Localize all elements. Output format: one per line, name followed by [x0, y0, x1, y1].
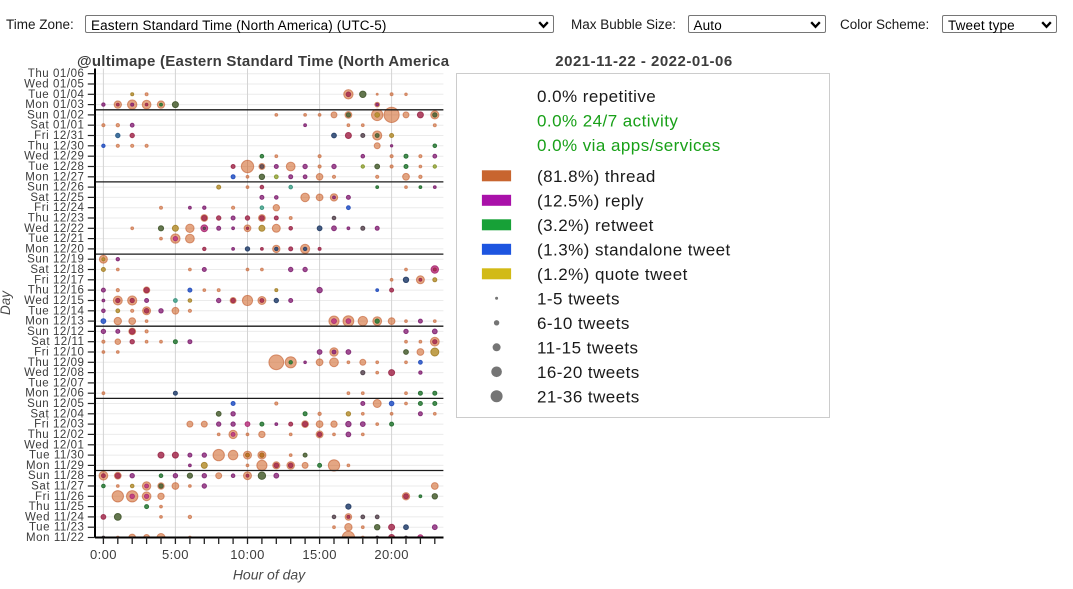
- svg-text:2021-11-22 - 2022-01-06: 2021-11-22 - 2022-01-06: [555, 53, 732, 70]
- svg-text:Thu 12/23: Thu 12/23: [28, 213, 85, 225]
- svg-text:Sat 01/01: Sat 01/01: [30, 120, 84, 132]
- svg-text:Fri 12/10: Fri 12/10: [34, 347, 84, 359]
- svg-text:Tue 01/04: Tue 01/04: [28, 89, 84, 101]
- svg-text:Tue 12/28: Tue 12/28: [28, 161, 84, 173]
- svg-text:Mon 01/03: Mon 01/03: [25, 99, 84, 111]
- svg-text:Sun 11/28: Sun 11/28: [28, 470, 85, 482]
- svg-text:Wed 12/15: Wed 12/15: [24, 295, 84, 307]
- svg-text:(1.2%) quote tweet: (1.2%) quote tweet: [537, 265, 688, 284]
- svg-text:(1.3%) standalone tweet: (1.3%) standalone tweet: [537, 240, 731, 259]
- svg-text:Fri 12/03: Fri 12/03: [34, 419, 84, 431]
- svg-text:(3.2%) retweet: (3.2%) retweet: [537, 216, 654, 235]
- svg-text:Day: Day: [0, 290, 13, 315]
- svg-text:Mon 12/20: Mon 12/20: [25, 243, 84, 255]
- svg-text:20:00: 20:00: [374, 547, 409, 562]
- svg-text:Thu 12/16: Thu 12/16: [28, 285, 85, 297]
- svg-text:(12.5%) reply: (12.5%) reply: [537, 191, 644, 210]
- svg-text:Sat 12/25: Sat 12/25: [30, 192, 84, 204]
- svg-text:Wed 01/05: Wed 01/05: [24, 79, 84, 91]
- svg-text:Thu 11/25: Thu 11/25: [29, 501, 85, 513]
- svg-text:0:00: 0:00: [90, 547, 117, 562]
- svg-text:Fri 12/17: Fri 12/17: [34, 274, 84, 286]
- svg-text:10:00: 10:00: [230, 547, 265, 562]
- svg-text:Hour of day: Hour of day: [233, 567, 306, 583]
- svg-text:Thu 12/02: Thu 12/02: [28, 429, 85, 441]
- svg-text:Mon 12/27: Mon 12/27: [25, 171, 84, 183]
- svg-text:Tue 11/23: Tue 11/23: [29, 522, 84, 534]
- svg-text:Tue 12/21: Tue 12/21: [28, 233, 84, 245]
- svg-text:0.0% via apps/services: 0.0% via apps/services: [537, 136, 721, 155]
- svg-text:Fri 12/24: Fri 12/24: [34, 202, 84, 214]
- svg-text:Mon 11/22: Mon 11/22: [26, 532, 84, 544]
- svg-text:Fri 11/26: Fri 11/26: [35, 491, 84, 503]
- svg-text:15:00: 15:00: [302, 547, 337, 562]
- svg-text:Sat 12/18: Sat 12/18: [30, 264, 84, 276]
- svg-text:Thu 12/09: Thu 12/09: [28, 357, 85, 369]
- svg-text:Sun 12/19: Sun 12/19: [27, 254, 84, 266]
- svg-text:Wed 12/01: Wed 12/01: [24, 439, 84, 451]
- svg-text:Fri 12/31: Fri 12/31: [34, 130, 84, 142]
- svg-text:1-5 tweets: 1-5 tweets: [537, 289, 620, 308]
- svg-text:@ultimape (Eastern Standard Ti: @ultimape (Eastern Standard Time (North …: [77, 53, 450, 70]
- svg-text:0.0% 24/7 activity: 0.0% 24/7 activity: [537, 112, 678, 131]
- svg-text:21-36 tweets: 21-36 tweets: [537, 387, 640, 406]
- svg-text:Wed 12/08: Wed 12/08: [24, 367, 84, 379]
- svg-text:Mon 12/06: Mon 12/06: [25, 388, 84, 400]
- svg-text:Wed 12/22: Wed 12/22: [24, 223, 84, 235]
- svg-text:11-15 tweets: 11-15 tweets: [537, 338, 638, 357]
- svg-text:(81.8%) thread: (81.8%) thread: [537, 167, 656, 186]
- svg-text:Sat 11/27: Sat 11/27: [31, 481, 84, 493]
- svg-text:Sat 12/11: Sat 12/11: [31, 336, 84, 348]
- svg-text:Sun 12/26: Sun 12/26: [27, 182, 84, 194]
- svg-text:Thu 12/30: Thu 12/30: [28, 140, 85, 152]
- svg-text:Mon 11/29: Mon 11/29: [26, 460, 84, 472]
- svg-text:0.0% repetitive: 0.0% repetitive: [537, 87, 656, 106]
- svg-text:Sat 12/04: Sat 12/04: [30, 408, 84, 420]
- svg-text:Sun 12/05: Sun 12/05: [27, 398, 84, 410]
- svg-text:Tue 12/14: Tue 12/14: [28, 305, 84, 317]
- svg-text:Sun 01/02: Sun 01/02: [27, 109, 84, 121]
- svg-text:6-10 tweets: 6-10 tweets: [537, 314, 630, 333]
- svg-text:16-20 tweets: 16-20 tweets: [537, 363, 640, 382]
- svg-text:Wed 12/29: Wed 12/29: [24, 151, 84, 163]
- svg-text:Tue 12/07: Tue 12/07: [28, 377, 84, 389]
- svg-text:Mon 12/13: Mon 12/13: [25, 316, 84, 328]
- svg-text:Sun 12/12: Sun 12/12: [27, 326, 84, 338]
- svg-text:Tue 11/30: Tue 11/30: [29, 450, 84, 462]
- svg-text:Wed 11/24: Wed 11/24: [25, 511, 85, 523]
- svg-text:Thu 01/06: Thu 01/06: [28, 68, 85, 80]
- svg-text:5:00: 5:00: [162, 547, 189, 562]
